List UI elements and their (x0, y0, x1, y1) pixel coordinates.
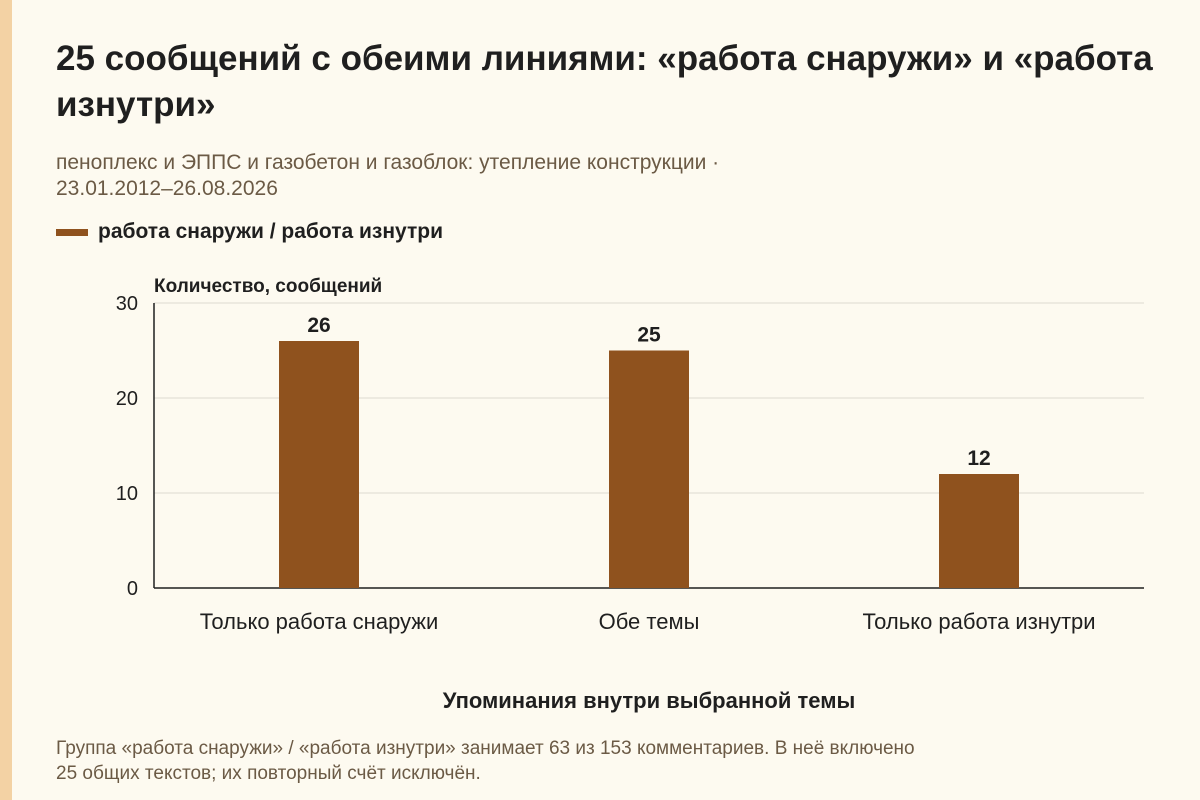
legend-label: работа снаружи / работа изнутри (98, 220, 443, 243)
y-tick-label: 10 (116, 483, 138, 505)
y-axis-title: Количество, сообщений (154, 276, 382, 297)
subtitle-line-1: пеноплекс и ЭППС и газобетон и газоблок:… (56, 151, 720, 174)
bar (279, 341, 359, 588)
y-axis-ticks: 0 10 20 30 (116, 293, 138, 600)
bar (609, 350, 689, 588)
legend-swatch (56, 228, 88, 236)
y-tick-label: 0 (127, 578, 138, 600)
value-label: 12 (967, 447, 990, 470)
footnote: Группа «работа снаружи» / «работа изнутр… (56, 736, 1166, 786)
chart-subtitle: пеноплекс и ЭППС и газобетон и газоблок:… (56, 150, 1156, 202)
chart-title: 25 сообщений с обеими линиями: «работа с… (56, 39, 1153, 124)
bars (279, 341, 1019, 588)
footnote-line-1: Группа «работа снаружи» / «работа изнутр… (56, 738, 915, 759)
category-labels: Только работа снаружи Обе темы Только рабо… (200, 609, 1096, 634)
accent-strip (0, 0, 12, 800)
subtitle-line-2: 23.01.2012–26.08.2026 (56, 177, 278, 200)
category-label: Только работа изнутри (862, 609, 1095, 634)
bar (939, 474, 1019, 588)
x-axis-title: Упоминания внутри выбранной темы (443, 688, 856, 713)
y-tick-label: 30 (116, 293, 138, 315)
category-label: Обе темы (599, 609, 700, 634)
value-labels: 26 25 12 (307, 314, 990, 470)
y-tick-label: 20 (116, 388, 138, 410)
legend: работа снаружи / работа изнутри (56, 220, 443, 244)
value-label: 26 (307, 314, 330, 337)
footnote-line-2: 25 общих текстов; их повторный счёт искл… (56, 763, 481, 784)
category-label: Только работа снаружи (200, 609, 439, 634)
value-label: 25 (637, 324, 661, 347)
